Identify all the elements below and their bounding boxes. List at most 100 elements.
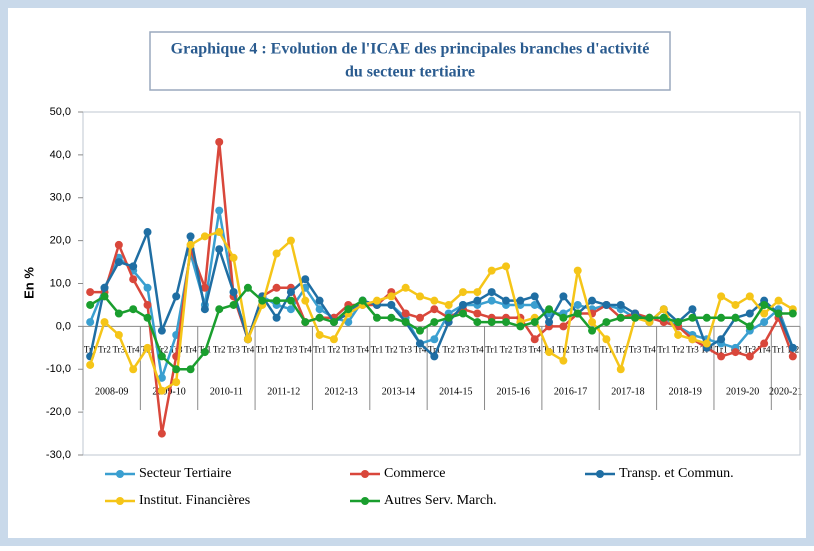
data-point (788, 352, 797, 361)
data-point (215, 245, 224, 254)
data-point (200, 305, 209, 314)
data-point (473, 318, 482, 327)
data-point (372, 313, 381, 322)
x-tick-label: Tr1 (313, 344, 326, 354)
x-tick-label: Tr1 (657, 344, 670, 354)
data-point (157, 373, 166, 382)
data-point (760, 318, 769, 327)
x-tick-label: Tr2 (442, 344, 455, 354)
data-point (272, 249, 281, 258)
data-point (430, 318, 439, 327)
data-point (157, 326, 166, 335)
x-tick-label: Tr1 (772, 344, 785, 354)
data-point (430, 305, 439, 314)
data-point (157, 386, 166, 395)
x-tick-label: Tr4 (643, 344, 656, 354)
data-point (186, 240, 195, 249)
data-point (186, 365, 195, 374)
x-tick-label: Tr4 (127, 344, 140, 354)
x-tick-label: Tr2 (213, 344, 226, 354)
data-point (588, 326, 597, 335)
data-point (745, 322, 754, 331)
data-point (272, 283, 281, 292)
legend-marker (361, 470, 369, 478)
data-point (473, 288, 482, 297)
data-point (530, 292, 539, 301)
data-point (243, 335, 252, 344)
data-point (200, 348, 209, 357)
data-point (444, 313, 453, 322)
data-point (272, 313, 281, 322)
data-point (100, 318, 109, 327)
legend-label: Commerce (384, 466, 445, 481)
data-point (143, 283, 152, 292)
data-point (301, 318, 310, 327)
data-point (702, 313, 711, 322)
data-point (473, 309, 482, 318)
data-point (487, 296, 496, 305)
data-point (588, 318, 597, 327)
data-point (229, 300, 238, 309)
x-group-label: 2012-13 (324, 386, 357, 397)
data-point (129, 305, 138, 314)
data-point (215, 206, 224, 215)
data-point (315, 296, 324, 305)
data-point (774, 309, 783, 318)
data-point (286, 305, 295, 314)
data-point (545, 348, 554, 357)
data-point (760, 339, 769, 348)
data-point (645, 313, 654, 322)
x-tick-label: Tr4 (758, 344, 771, 354)
data-point (573, 309, 582, 318)
data-point (745, 352, 754, 361)
x-tick-label: Tr3 (514, 344, 527, 354)
data-point (559, 356, 568, 365)
data-point (243, 283, 252, 292)
x-tick-label: Tr2 (500, 344, 513, 354)
data-point (788, 309, 797, 318)
data-point (286, 296, 295, 305)
data-point (717, 292, 726, 301)
data-point (545, 318, 554, 327)
data-point (100, 292, 109, 301)
data-point (215, 305, 224, 314)
x-tick-label: Tr2 (98, 344, 111, 354)
data-point (86, 300, 95, 309)
data-point (616, 313, 625, 322)
x-group-label: 2011-12 (267, 386, 300, 397)
data-point (760, 309, 769, 318)
data-point (631, 313, 640, 322)
data-point (143, 313, 152, 322)
x-tick-label: Tr2 (328, 344, 341, 354)
y-tick-label: -30,0 (46, 449, 71, 461)
data-point (415, 313, 424, 322)
data-point (229, 253, 238, 262)
data-point (301, 296, 310, 305)
legend-marker (116, 470, 124, 478)
x-group-label: 2017-18 (611, 386, 644, 397)
data-point (745, 309, 754, 318)
data-point (258, 296, 267, 305)
y-tick-label: 50,0 (50, 106, 71, 118)
data-point (114, 258, 123, 267)
data-point (530, 318, 539, 327)
x-tick-label: Tr2 (672, 344, 685, 354)
x-tick-label: Tr2 (270, 344, 283, 354)
title-box (149, 31, 671, 91)
data-point (674, 318, 683, 327)
data-point (659, 313, 668, 322)
data-point (430, 352, 439, 361)
data-point (114, 309, 123, 318)
legend-label: Transp. et Commun. (619, 466, 734, 481)
data-point (459, 300, 468, 309)
data-point (717, 335, 726, 344)
y-axis-label: En % (21, 267, 36, 299)
data-point (788, 343, 797, 352)
data-point (731, 300, 740, 309)
data-point (502, 262, 511, 271)
data-point (444, 300, 453, 309)
x-tick-label: Tr1 (715, 344, 728, 354)
data-point (745, 292, 754, 301)
data-point (502, 296, 511, 305)
x-tick-label: Tr2 (557, 344, 570, 354)
